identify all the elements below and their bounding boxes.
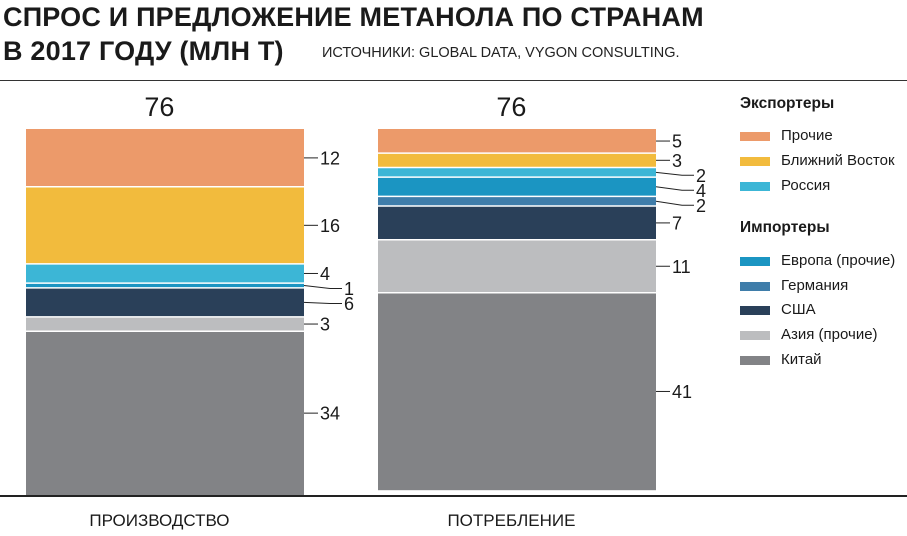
bar-segment-1-6 — [378, 239, 656, 293]
value-leader-1-3 — [655, 186, 694, 191]
legend-label-importer-1: Германия — [781, 277, 849, 294]
bar-segment-1-5 — [378, 206, 656, 240]
value-label-1-2: 2 — [696, 166, 706, 186]
bar-segment-0-2 — [26, 263, 304, 284]
legend-swatch-exporter-2 — [740, 182, 770, 191]
legend-swatch-importer-1 — [740, 282, 770, 291]
value-label-1-4: 2 — [696, 196, 706, 216]
bar-segment-1-2 — [378, 167, 656, 178]
bar-segment-1-3 — [378, 177, 656, 197]
legend-swatch-exporter-0 — [740, 132, 770, 141]
value-label-0-2: 4 — [320, 264, 330, 284]
baseline-rule — [0, 495, 907, 497]
value-label-1-6: 11 — [672, 257, 691, 277]
chart-title-line2: В 2017 ГОДУ (МЛН Т) — [3, 36, 284, 66]
bar-segment-0-7 — [26, 331, 304, 495]
value-label-0-3: 1 — [344, 279, 354, 299]
legend-exporters-title: Экспортеры — [740, 95, 835, 112]
category-label-0: ПРОИЗВОДСТВО — [89, 511, 229, 530]
chart-title-line1: СПРОС И ПРЕДЛОЖЕНИЕ МЕТАНОЛА ПО СТРАНАМ — [3, 2, 704, 32]
legend-label-importer-3: Азия (прочие) — [781, 326, 878, 343]
legend-label-importer-2: США — [781, 301, 816, 318]
legend-swatch-importer-4 — [740, 356, 770, 365]
value-label-1-0: 5 — [672, 132, 682, 152]
legend-label-exporter-1: Ближний Восток — [781, 152, 895, 169]
bar-segment-0-0 — [26, 129, 304, 187]
value-label-1-5: 7 — [672, 213, 682, 233]
legend-label-exporter-2: Россия — [781, 177, 831, 194]
bar-total-1: 76 — [496, 92, 526, 122]
legend-label-importer-0: Европа (прочие) — [781, 252, 896, 269]
bar-total-0: 76 — [144, 92, 174, 122]
bar-segment-0-1 — [26, 186, 304, 264]
value-label-0-7: 34 — [320, 404, 340, 424]
bar-segment-1-7 — [378, 292, 656, 491]
value-label-1-7: 41 — [672, 382, 692, 402]
legend-swatch-exporter-1 — [740, 157, 770, 166]
value-label-0-0: 12 — [320, 148, 340, 168]
value-label-1-3: 4 — [696, 181, 706, 201]
chart-sources: ИСТОЧНИКИ: GLOBAL DATA, VYGON CONSULTING… — [322, 45, 680, 61]
bar-segment-1-1 — [378, 153, 656, 168]
bar-segment-1-0 — [378, 129, 656, 154]
bar-segment-0-3 — [26, 283, 304, 288]
top-rule — [0, 80, 907, 81]
legend-swatch-importer-2 — [740, 306, 770, 315]
value-leader-1-2 — [655, 171, 694, 176]
bar-segment-0-5 — [26, 287, 304, 317]
value-leader-0-5 — [303, 301, 342, 304]
legend-label-importer-4: Китай — [781, 351, 822, 368]
value-label-0-6: 3 — [320, 315, 330, 335]
bar-segment-0-6 — [26, 316, 304, 332]
legend-importers-title: Импортеры — [740, 219, 830, 236]
category-label-1: ПОТРЕБЛЕНИЕ — [447, 511, 575, 530]
value-label-1-1: 3 — [672, 151, 682, 171]
value-leader-1-4 — [655, 200, 694, 206]
value-label-0-5: 6 — [344, 294, 354, 314]
legend-label-exporter-0: Прочие — [781, 127, 833, 144]
legend-swatch-importer-3 — [740, 331, 770, 340]
legend-swatch-importer-0 — [740, 257, 770, 266]
value-leader-0-3 — [303, 285, 342, 289]
value-label-0-1: 16 — [320, 216, 340, 236]
bar-segment-1-4 — [378, 196, 656, 207]
